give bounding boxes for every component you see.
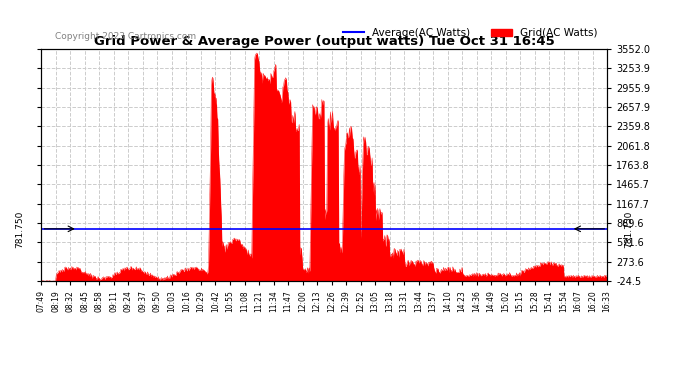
- Text: Copyright 2023 Cartronics.com: Copyright 2023 Cartronics.com: [55, 32, 197, 41]
- Text: 781.750: 781.750: [15, 210, 24, 248]
- Legend: Average(AC Watts), Grid(AC Watts): Average(AC Watts), Grid(AC Watts): [339, 24, 602, 42]
- Text: 781.750: 781.750: [624, 210, 633, 248]
- Title: Grid Power & Average Power (output watts) Tue Oct 31 16:45: Grid Power & Average Power (output watts…: [94, 34, 555, 48]
